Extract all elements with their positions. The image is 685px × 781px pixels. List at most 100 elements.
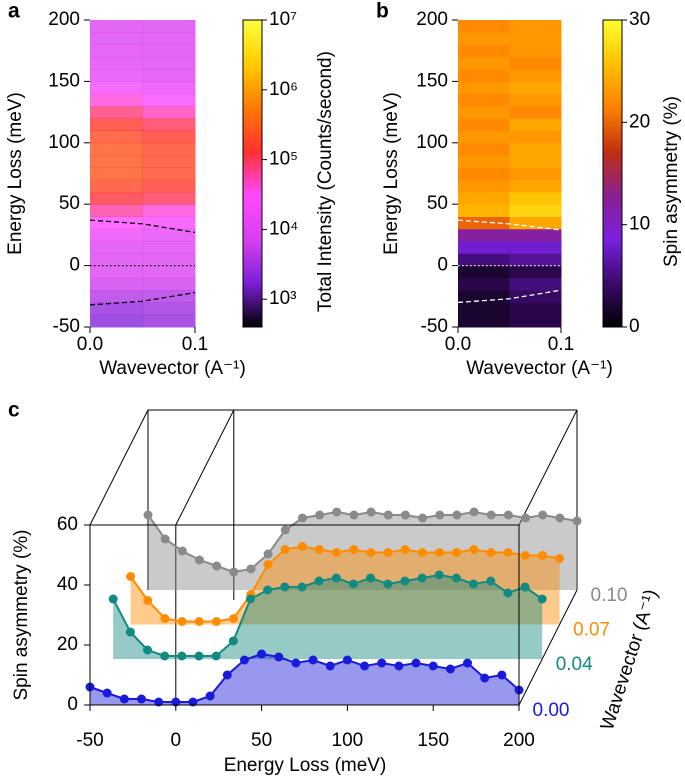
data-point (143, 645, 153, 655)
heat-cell (90, 155, 143, 168)
heat-cell (458, 32, 510, 46)
colorbar-tick-label: 10⁴ (269, 218, 298, 239)
colorbar-tick-label: 10⁵ (269, 149, 298, 170)
data-point (503, 510, 513, 520)
data-point (274, 652, 284, 662)
heat-cell (90, 20, 143, 33)
data-point (126, 572, 136, 581)
y-tick-label: 0 (69, 255, 80, 276)
heat-cell (142, 290, 196, 303)
data-point (188, 697, 198, 707)
y-tick-label: 200 (48, 9, 80, 30)
data-point (418, 513, 428, 523)
heat-cell (142, 179, 196, 193)
data-point (434, 548, 444, 557)
heat-cell (142, 69, 196, 82)
heat-cell (509, 314, 562, 328)
x-tick-label: 200 (503, 730, 535, 751)
data-point (394, 661, 404, 671)
data-point (537, 551, 547, 560)
data-point (160, 614, 170, 623)
heat-cell (142, 130, 196, 144)
data-point (366, 548, 376, 557)
data-point (177, 617, 187, 626)
data-point (160, 534, 170, 544)
data-point (428, 661, 438, 671)
panel-label: b (376, 0, 389, 23)
data-point (537, 594, 547, 604)
data-point (102, 688, 112, 698)
heat-cell (509, 56, 562, 70)
colorbar (242, 19, 263, 328)
heat-cell (458, 81, 510, 95)
data-point (452, 510, 462, 520)
heat-cell (458, 105, 510, 119)
heat-cell (458, 241, 510, 254)
data-point (400, 576, 410, 586)
data-point (497, 670, 507, 680)
heat-cell (90, 241, 143, 254)
data-point (503, 588, 513, 598)
frame-line (89, 409, 149, 526)
heat-cell (458, 314, 510, 328)
data-point (445, 664, 455, 674)
data-point (332, 548, 342, 557)
heat-cell (90, 118, 143, 132)
data-point (521, 513, 531, 523)
y-axis-label: Spin asymmetry (%) (11, 529, 32, 700)
data-point (366, 573, 376, 583)
colorbar-tick-label: 0 (629, 316, 640, 337)
heat-cell (90, 56, 143, 70)
data-point (194, 651, 204, 661)
heat-cell (458, 265, 510, 279)
heat-cell (509, 290, 562, 303)
heat-cell (142, 216, 196, 230)
heat-cell (458, 290, 510, 303)
heat-cell (458, 191, 510, 205)
data-point (417, 573, 427, 583)
colorbar-tick-label: 10 (629, 214, 650, 235)
data-point (177, 651, 187, 661)
data-point (143, 596, 153, 605)
data-point (263, 585, 273, 595)
heat-cell (509, 191, 562, 205)
heat-cell (458, 142, 510, 156)
data-point (469, 579, 479, 589)
data-point (212, 561, 222, 571)
guide-line (89, 291, 196, 306)
x-axis-label: Energy Loss (meV) (224, 755, 387, 776)
heat-cell (142, 204, 196, 217)
heat-cell (90, 290, 143, 303)
heat-cell (509, 44, 562, 58)
x-tick-label: 150 (417, 730, 449, 751)
data-point (280, 525, 290, 535)
heat-cell (90, 314, 143, 328)
colorbar-tick-label: 30 (629, 9, 650, 30)
data-point (194, 617, 204, 626)
heat-cell (142, 191, 196, 205)
heat-cell (90, 81, 143, 95)
heat-cell (142, 277, 196, 291)
y-tick-label: 150 (416, 70, 448, 91)
x-tick-label: 50 (251, 730, 272, 751)
data-point (411, 658, 421, 668)
data-point (332, 507, 342, 517)
z-tick-label: 0.04 (556, 654, 593, 675)
data-point (360, 661, 370, 671)
heat-cell (458, 118, 510, 132)
heat-cell (142, 142, 196, 156)
heat-cell (509, 20, 562, 33)
heat-cell (509, 105, 562, 119)
data-point (119, 694, 129, 704)
data-point (400, 545, 410, 554)
y-tick-label: -50 (53, 316, 80, 337)
heat-cell (509, 277, 562, 291)
data-point (383, 510, 393, 520)
x-tick-label: 100 (332, 730, 364, 751)
y-tick-label: 150 (48, 70, 80, 91)
data-point (245, 594, 255, 604)
data-point (451, 573, 461, 583)
heat-cell (458, 167, 510, 181)
data-point (435, 510, 445, 520)
data-point (136, 694, 146, 704)
